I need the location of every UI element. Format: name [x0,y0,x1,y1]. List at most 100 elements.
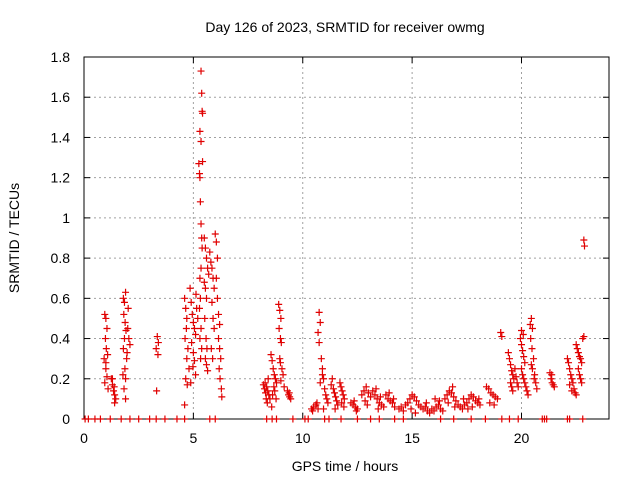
data-point [580,333,588,341]
data-point [364,389,372,397]
data-point [313,399,321,407]
data-point [486,399,494,407]
data-point [206,248,214,256]
data-point [314,329,322,337]
data-point [530,355,538,363]
data-point [316,379,324,387]
data-point [504,349,512,357]
y-tick-label: 1.2 [51,170,71,186]
data-point [276,306,284,314]
data-point [580,236,588,244]
data-point [196,127,204,135]
data-point [197,137,205,145]
data-point [183,314,191,322]
data-point [318,371,326,379]
data-point [527,314,535,322]
data-point [208,298,216,306]
data-point [121,318,129,326]
data-point [361,397,369,405]
data-point [577,355,585,363]
data-point [505,355,513,363]
data-point [210,325,218,332]
data-point [516,335,524,343]
data-point [152,345,160,353]
data-point [187,379,195,387]
data-point [322,391,330,399]
data-point [426,409,434,417]
data-point [574,365,582,373]
y-tick-label: 0.2 [51,371,71,387]
data-point [201,314,209,322]
data-point [563,355,571,363]
data-point [271,375,279,383]
y-tick-label: 0.4 [51,331,71,347]
data-point [444,399,452,407]
data-point [578,379,586,387]
data-point [200,234,208,242]
data-point [203,294,210,302]
data-point [317,355,325,363]
data-point [497,329,505,337]
data-point [566,415,574,423]
data-point [519,331,527,339]
data-point [391,403,399,411]
data-point [332,393,340,401]
data-point [304,415,312,423]
data-point [508,383,516,391]
data-point [100,355,108,363]
data-point [410,393,418,401]
data-point [153,333,161,341]
data-point [443,391,451,399]
data-point [521,379,529,387]
data-point [358,391,366,399]
data-point [210,284,218,292]
data-point [572,391,580,399]
data-point [216,375,224,383]
data-point [110,387,118,395]
data-point [111,399,119,407]
data-point [188,310,196,318]
data-point [581,242,588,250]
data-point [522,383,530,391]
data-point [201,355,209,363]
data-point [126,415,134,423]
data-point [189,349,197,357]
data-point [119,294,127,302]
data-point [181,335,189,343]
data-point [189,363,197,371]
data-point [353,415,361,423]
y-tick-label: 1 [62,210,70,226]
data-point [509,387,517,395]
data-point [380,403,388,411]
data-point [397,403,405,411]
data-point [201,284,209,292]
data-point [309,407,317,415]
data-point [192,290,200,298]
data-point [548,371,556,379]
data-point [217,385,225,393]
data-point [376,393,384,401]
data-point [185,365,193,373]
data-point [568,375,576,383]
data-point [514,415,522,423]
data-point [135,415,143,423]
data-point [421,403,429,411]
data-point [218,393,226,401]
data-point [205,270,213,278]
data-point [103,325,111,332]
data-point [476,401,484,409]
data-point [339,391,347,399]
data-point [523,387,531,395]
data-point [190,357,198,365]
data-point [460,395,468,403]
data-point [327,381,335,389]
data-point [216,320,224,328]
y-tick-label: 0.6 [51,290,71,306]
data-point [498,415,506,423]
data-point [578,359,586,367]
data-point [514,383,522,391]
data-point [124,304,132,312]
data-point [527,335,535,343]
y-tick-labels: 0 0.2 0.4 0.6 0.8 1 1.2 1.4 1.6 1.8 [51,49,71,427]
data-point [320,375,328,383]
